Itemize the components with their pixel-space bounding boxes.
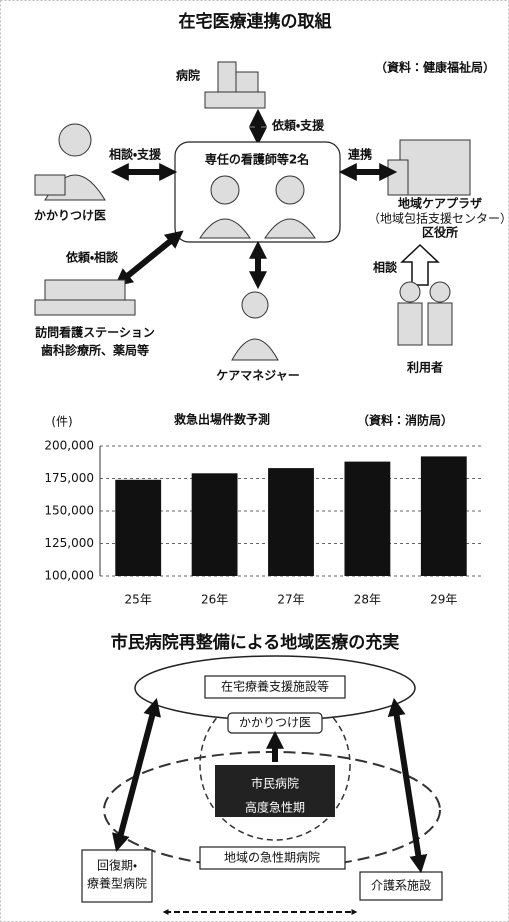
user: 利用者 <box>407 360 443 375</box>
users-icon <box>398 282 452 345</box>
edge-label: 連携 <box>348 147 372 162</box>
station-sub: 歯科診療所、薬局等 <box>41 343 149 358</box>
doctor: かかりつけ医 <box>34 209 106 223</box>
bar <box>115 480 161 576</box>
x-tick-label: 28年 <box>354 593 381 607</box>
arrow-up <box>402 245 438 285</box>
station: 訪問看護ステーション <box>35 325 155 340</box>
bottom-diagram: 市民病院再整備による地域医療の充実 在宅療養支援施設等 かかりつけ医 市民病院 … <box>82 632 442 912</box>
plaza: 地域ケアプラザ <box>398 196 482 211</box>
x-tick-label: 25年 <box>125 593 152 607</box>
y-tick-label: 150,000 <box>44 504 94 518</box>
bar <box>344 462 390 576</box>
nursing: 介護系施設 <box>371 878 431 893</box>
title: 在宅医療連携の取組 <box>179 11 332 32</box>
chart-source: （資料：消防局） <box>357 413 453 428</box>
regional: 地域の急性期病院 <box>224 850 320 865</box>
title: 市民病院再整備による地域医療の充実 <box>111 632 400 653</box>
home-care: 在宅療養支援施設等 <box>221 679 329 694</box>
recovery: 回復期・ <box>97 858 137 873</box>
y-tick-label: 175,000 <box>44 471 94 485</box>
center: 専任の看護師等2名 <box>205 152 309 167</box>
page: 在宅医療連携の取組 （資料：健康福祉局） 病院 依頼・支援 専任の看護師等2名 … <box>0 0 509 922</box>
ward-office: 区役所 <box>422 225 458 240</box>
chart-title: 救急出場件数予測 <box>174 412 270 427</box>
bar <box>192 473 238 576</box>
plaza-sub: （地域包括支援センター） <box>368 211 509 226</box>
y-tick-label: 200,000 <box>44 439 94 453</box>
recovery-sub: 療養型病院 <box>87 876 147 891</box>
arrow <box>118 705 155 845</box>
y-tick-label: 125,000 <box>44 536 94 550</box>
plaza-icon <box>388 140 470 195</box>
arrow <box>395 705 420 866</box>
x-tick-label: 26年 <box>201 593 228 607</box>
station-icon <box>35 280 135 315</box>
top-diagram: 在宅医療連携の取組 （資料：健康福祉局） 病院 依頼・支援 専任の看護師等2名 … <box>34 11 509 383</box>
city-hospital: 市民病院 <box>251 777 299 791</box>
edge-label: 相談・支援 <box>109 147 162 162</box>
edge-label: 依頼・相談 <box>65 250 118 265</box>
chart: (件) 救急出場件数予測 （資料：消防局） 100,000 125,000 150,… <box>44 412 482 607</box>
source: （資料：健康福祉局） <box>375 60 495 75</box>
advanced: 高度急性期 <box>245 800 305 815</box>
family-doctor: かかりつけ医 <box>239 716 311 730</box>
doctor-icon <box>35 124 105 200</box>
hospital-icon <box>205 62 265 108</box>
x-tick-label: 29年 <box>430 593 457 607</box>
care-manager: ケアマネジャー <box>216 369 299 383</box>
x-tick-label: 27年 <box>277 593 304 607</box>
edge-label: 相談 <box>373 260 397 275</box>
bar <box>268 468 314 576</box>
edge-label: 依頼・支援 <box>271 118 325 133</box>
y-tick-label: 100,000 <box>44 569 94 583</box>
hospital: 病院 <box>176 68 200 83</box>
arrow <box>120 235 178 282</box>
bar <box>421 456 467 576</box>
care-manager-icon <box>232 292 278 360</box>
unit: (件) <box>51 415 72 429</box>
